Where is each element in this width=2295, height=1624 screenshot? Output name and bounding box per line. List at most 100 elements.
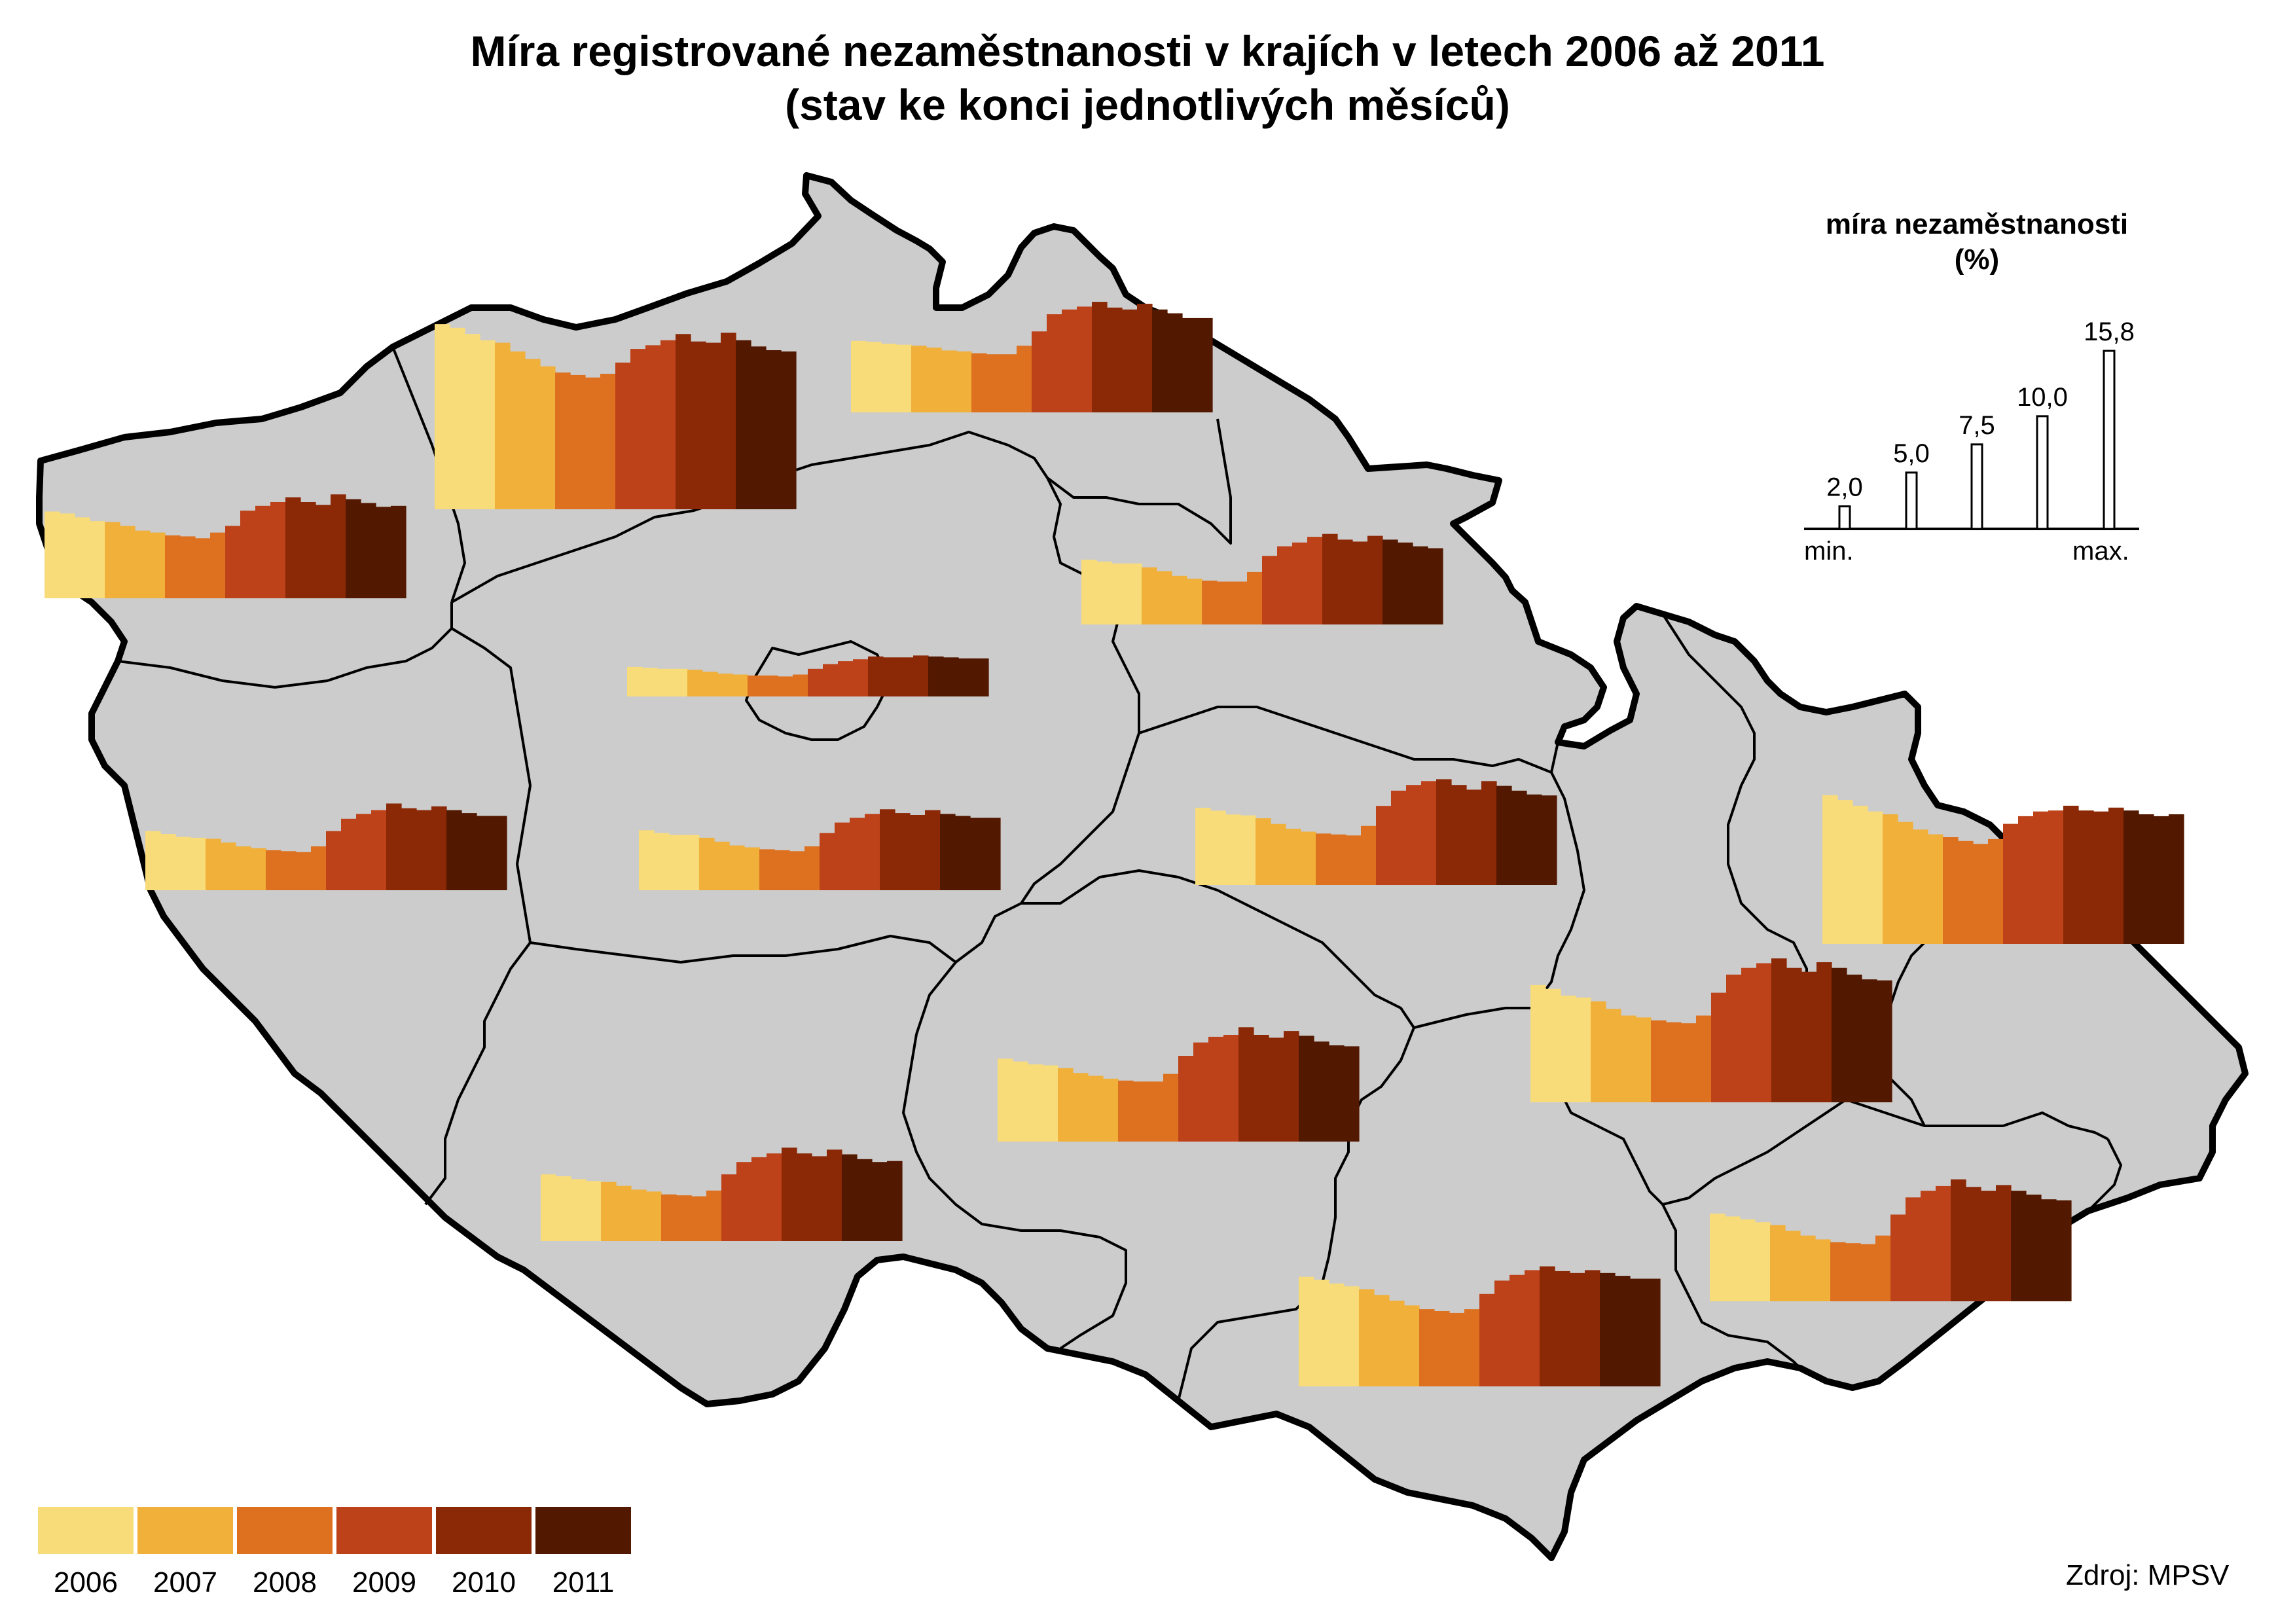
- chart-bar: [1847, 974, 1862, 1102]
- chart-bar: [1352, 541, 1368, 624]
- chart-bar: [1651, 1020, 1667, 1102]
- chart-bar: [956, 351, 972, 412]
- chart-bar: [281, 851, 297, 890]
- chart-bar: [615, 362, 631, 509]
- chart-bar: [1756, 963, 1772, 1102]
- border-liberecky-kralovehradecky: [1046, 418, 1232, 545]
- chart-bar: [1210, 810, 1226, 885]
- chart-bar: [751, 1157, 767, 1241]
- chart-bar: [759, 849, 775, 890]
- chart-bar: [1621, 1015, 1636, 1102]
- scale-legend-bar: [2103, 350, 2116, 530]
- chart-bar: [883, 657, 899, 696]
- chart-bar: [955, 816, 971, 890]
- chart-bar: [1107, 307, 1123, 412]
- chart-bar: [676, 1195, 692, 1241]
- chart-bar: [1830, 1242, 1846, 1301]
- chart-bar: [748, 676, 763, 696]
- chart-bar: [751, 346, 767, 509]
- chart-bar: [657, 668, 673, 696]
- region-charts: [45, 302, 2184, 1386]
- chart-bar: [135, 530, 151, 598]
- chart-bar: [1137, 304, 1153, 412]
- scale-legend-value: 7,5: [1959, 411, 1995, 440]
- chart-bar: [1868, 811, 1883, 944]
- chart-bar: [2056, 1200, 2072, 1301]
- chart-bar: [1466, 789, 1482, 885]
- chart-bar: [1096, 561, 1112, 624]
- chart-bar: [913, 655, 929, 696]
- chart-bar: [654, 833, 670, 890]
- chart-bar: [461, 813, 477, 890]
- scale-legend-unit: (%): [1954, 244, 2000, 276]
- chart-bar: [1202, 581, 1218, 624]
- chart-bar: [1195, 808, 1211, 885]
- chart-bar: [872, 1162, 888, 1241]
- chart-bar: [1299, 1036, 1314, 1142]
- chart-bar: [480, 340, 496, 509]
- chart-bar: [910, 815, 926, 890]
- chart-bar: [970, 818, 986, 890]
- chart-bar: [1406, 785, 1422, 885]
- chart-bar: [1081, 560, 1097, 624]
- scale-legend-bar: [2036, 415, 2049, 530]
- chart-bar: [895, 813, 911, 890]
- chart-bar: [331, 494, 346, 598]
- chart-bar: [986, 354, 1002, 412]
- chart-bar: [1852, 805, 1868, 944]
- chart-bar: [1361, 825, 1377, 885]
- scale-legend-value: 10,0: [2017, 383, 2068, 412]
- chart-bar: [1316, 833, 1331, 885]
- chart-bar: [1413, 546, 1428, 624]
- chart-bar: [585, 377, 601, 509]
- chart-bar: [285, 497, 301, 598]
- chart-bar: [868, 656, 884, 696]
- chart-bar: [630, 349, 646, 509]
- border-stredocesky-jihocesky: [530, 935, 957, 1035]
- chart-bar: [361, 503, 376, 598]
- chart-bar: [1223, 1035, 1239, 1142]
- scale-legend-bar: [1970, 443, 1983, 530]
- scale-legend-value: 15,8: [2084, 317, 2135, 346]
- chart-bar: [1376, 806, 1392, 885]
- chart-bar: [1103, 1078, 1119, 1142]
- region-chart: [1530, 958, 1892, 1102]
- chart-bar: [1860, 1244, 1876, 1301]
- chart-bar: [812, 1156, 827, 1241]
- chart-bar: [1449, 1312, 1465, 1386]
- chart-bar: [1374, 1295, 1390, 1386]
- chart-bar: [1419, 1309, 1435, 1386]
- year-legend: 2006 2007 2008 2009 2010 2011: [38, 1507, 631, 1598]
- chart-bar: [1540, 1266, 1555, 1386]
- chart-bar: [1367, 535, 1383, 624]
- chart-bar: [1943, 837, 1959, 944]
- chart-bar: [1118, 1080, 1134, 1142]
- chart-bar: [450, 327, 465, 509]
- chart-bar: [371, 810, 387, 890]
- chart-bar: [1481, 781, 1497, 885]
- scale-legend-bar: [1905, 471, 1918, 530]
- chart-bar: [823, 664, 839, 696]
- chart-bar: [1344, 1286, 1360, 1386]
- chart-bar: [1322, 533, 1338, 624]
- chart-bar: [1800, 1235, 1816, 1301]
- chart-bar: [1570, 1272, 1585, 1386]
- chart-bar: [1398, 542, 1413, 624]
- chart-bar: [721, 1174, 737, 1241]
- chart-bar: [627, 666, 643, 696]
- chart-bar: [1555, 1271, 1570, 1386]
- chart-bar: [356, 814, 372, 890]
- chart-bar: [1436, 779, 1452, 885]
- chart-bar: [808, 668, 823, 696]
- chart-bar: [887, 1161, 903, 1241]
- chart-bar: [1122, 309, 1138, 412]
- chart-bar: [1256, 818, 1271, 885]
- chart-bar: [706, 1190, 722, 1241]
- chart-bar: [1254, 1035, 1269, 1142]
- chart-bar: [1561, 996, 1576, 1102]
- chart-bar: [646, 1191, 662, 1241]
- region-chart: [1299, 1266, 1661, 1386]
- chart-bar: [1172, 575, 1187, 624]
- region-chart: [1081, 533, 1443, 624]
- chart-bar: [1197, 317, 1213, 412]
